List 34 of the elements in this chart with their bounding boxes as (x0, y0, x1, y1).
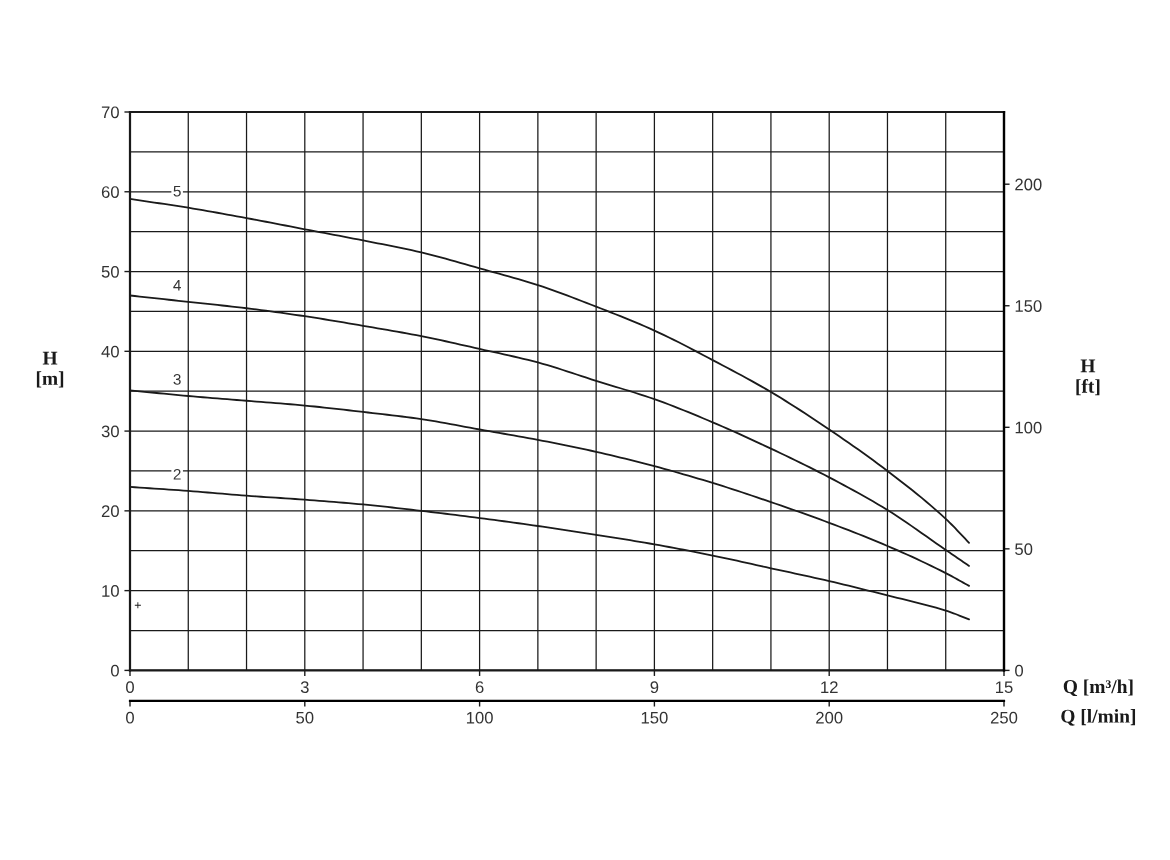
y-axis-title: H [m] (36, 351, 64, 388)
y2-tick-label: 50 (1015, 543, 1033, 556)
x2-tick-label: 200 (816, 711, 843, 724)
series-label: 2 (173, 468, 181, 480)
x-tick-label: 12 (821, 681, 838, 693)
y-tick-label: 40 (101, 345, 119, 358)
x-tick-label: 6 (475, 681, 484, 694)
x-tick-label: 15 (996, 681, 1013, 694)
x-tick-label: 9 (650, 681, 659, 694)
x-tick-label: 0 (126, 681, 134, 694)
y2-tick-label: 150 (1015, 300, 1042, 312)
annotation: + (134, 602, 141, 609)
x-tick-label: 3 (300, 681, 309, 694)
y-tick-label: 30 (101, 425, 119, 438)
x2-tick-label: 100 (466, 711, 493, 724)
y-tick-label: 20 (101, 505, 119, 518)
y-tick-label: 50 (101, 265, 119, 278)
y2-axis-title: H [ft] (1076, 359, 1100, 396)
x2-tick-label: 50 (296, 711, 314, 724)
series-label: 4 (173, 280, 181, 291)
y-tick-label: 70 (101, 106, 119, 119)
x-axis-title: Q [m³/h] (1063, 679, 1133, 697)
x2-tick-label: 150 (641, 711, 668, 724)
y-tick-label: 0 (110, 664, 119, 677)
y2-tick-label: 200 (1015, 178, 1042, 191)
y2-tick-label: 100 (1015, 421, 1042, 434)
x2-tick-label: 250 (990, 711, 1018, 724)
y2-tick-label: 0 (1015, 664, 1024, 677)
x2-axis-title: Q [l/min] (1061, 709, 1136, 726)
x2-tick-label: 0 (126, 711, 134, 724)
y-tick-label: 10 (102, 585, 119, 597)
series-label: 5 (173, 185, 181, 197)
series-label: 3 (173, 373, 181, 385)
y-tick-label: 60 (101, 186, 119, 198)
